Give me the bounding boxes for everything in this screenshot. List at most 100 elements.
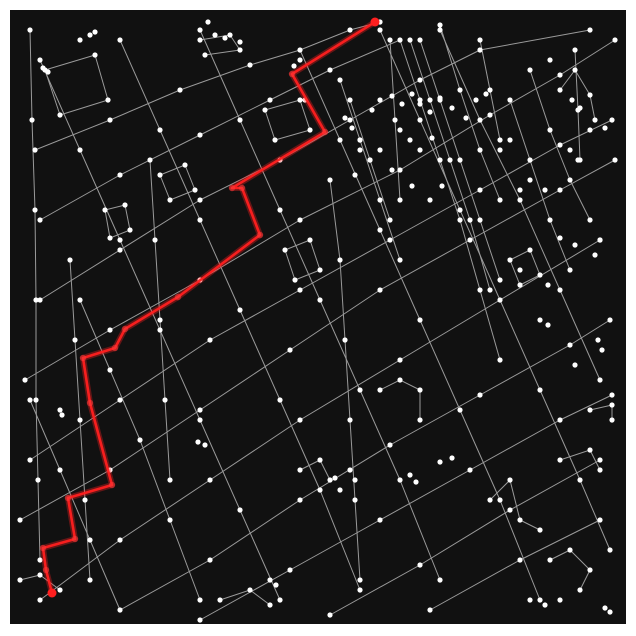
intersection-node [337,257,343,263]
intersection-node [507,137,513,143]
intersection-node [387,217,393,223]
intersection-node [207,337,213,343]
intersection-node [572,47,578,53]
intersection-node [487,497,493,503]
intersection-node [205,19,211,25]
intersection-node [545,282,551,288]
intersection-node [267,577,273,583]
intersection-node [572,67,578,73]
intersection-node [227,32,233,38]
intersection-node [527,247,533,253]
intersection-node [392,117,398,123]
intersection-node [92,29,98,35]
intersection-node [122,202,128,208]
intersection-node [517,557,523,563]
intersection-node [569,97,575,103]
intersection-node [247,587,253,593]
intersection-node [82,497,88,503]
intersection-node [332,475,338,481]
intersection-node [17,517,23,523]
intersection-node [575,157,581,163]
intersection-node [352,497,358,503]
intersection-node [217,597,223,603]
intersection-node [537,527,543,533]
intersection-node [59,412,65,418]
intersection-node [483,91,489,97]
intersection-node [557,87,563,93]
intersection-node [357,137,363,143]
intersection-node [447,157,453,163]
intersection-node [117,37,123,43]
intersection-node [297,57,303,63]
intersection-node [197,27,203,33]
intersection-node [32,207,38,213]
intersection-node [497,147,503,153]
route-origin-marker[interactable] [47,588,57,598]
intersection-node [417,417,423,423]
intersection-node [207,557,213,563]
intersection-node [157,172,163,178]
intersection-node [127,227,133,233]
route-node [238,184,246,192]
intersection-node [147,157,153,163]
intersection-node [197,407,203,413]
intersection-node [437,95,443,101]
intersection-node [357,147,363,153]
intersection-node [297,217,303,223]
shortest-route[interactable] [39,17,380,598]
intersection-node [102,207,108,213]
intersection-node [437,22,443,28]
intersection-node [507,97,513,103]
intersection-node [167,477,173,483]
intersection-node [92,52,98,58]
intersection-node [107,367,113,373]
intersection-node [397,477,403,483]
intersection-node [195,439,201,445]
intersection-node [87,32,93,38]
intersection-node [567,267,573,273]
intersection-node [297,47,303,53]
route-destination-marker[interactable] [370,17,380,27]
intersection-node [17,577,23,583]
intersection-node [247,62,253,68]
route-node [71,535,79,543]
intersection-node [507,507,513,513]
intersection-node [197,597,203,603]
intersection-node [27,27,33,33]
intersection-node [389,93,395,99]
intersection-node [237,39,243,45]
intersection-node [197,132,203,138]
intersection-node [417,147,423,153]
intersection-node [457,87,463,93]
intersection-node [107,117,113,123]
intersection-node [547,127,553,133]
intersection-nodes [17,19,618,623]
intersection-node [37,597,43,603]
intersection-node [437,157,443,163]
intersection-node [497,137,503,143]
intersection-node [157,127,163,133]
route-node [108,481,116,489]
intersection-node [337,137,343,143]
intersection-node [397,127,403,133]
intersection-node [262,107,268,113]
intersection-node [72,337,78,343]
route-node [64,494,72,502]
intersection-node [57,407,63,413]
intersection-node [342,115,348,121]
intersection-node [507,257,513,263]
intersection-node [612,37,618,43]
intersection-node [542,602,548,608]
intersection-node [377,97,383,103]
intersection-node [347,467,353,473]
intersection-node [33,297,39,303]
intersection-node [599,347,605,353]
intersection-node [29,117,35,123]
intersection-node [77,37,83,43]
intersection-node [557,142,563,148]
intersection-node [272,137,278,143]
intersection-node [367,157,373,163]
intersection-node [437,27,443,33]
intersection-node [337,487,343,493]
